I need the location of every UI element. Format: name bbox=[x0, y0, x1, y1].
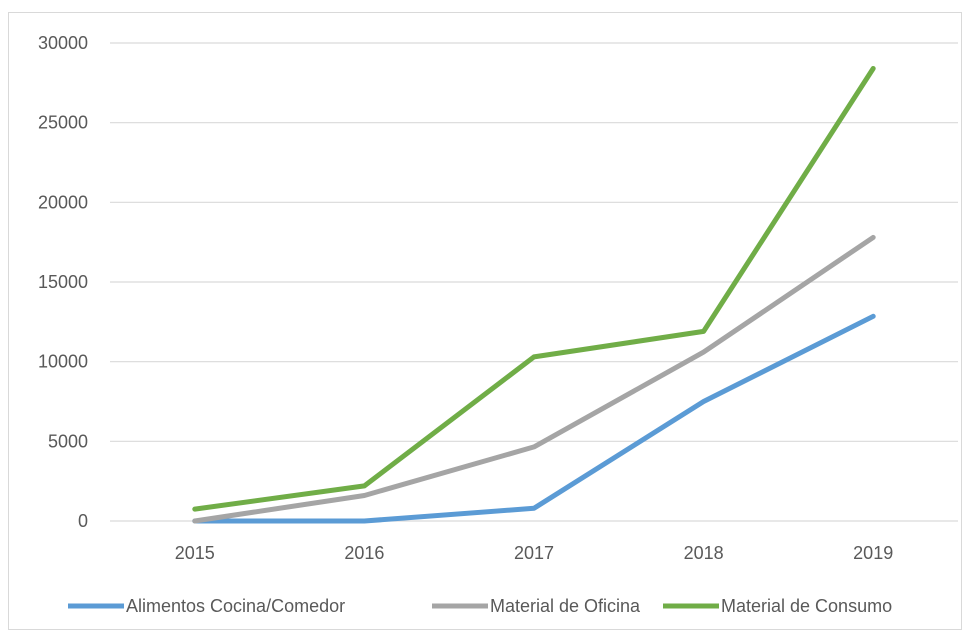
x-tick-label: 2017 bbox=[514, 543, 554, 563]
y-tick-label: 10000 bbox=[38, 352, 88, 372]
series-line bbox=[192, 234, 876, 524]
x-tick-label: 2018 bbox=[684, 543, 724, 563]
legend-item: Alimentos Cocina/Comedor bbox=[68, 596, 345, 616]
legend-label: Material de Consumo bbox=[721, 596, 892, 616]
y-tick-label: 15000 bbox=[38, 272, 88, 292]
legend-item: Material de Oficina bbox=[432, 596, 641, 616]
series-line bbox=[192, 313, 876, 524]
chart-frame bbox=[8, 12, 962, 630]
legend-item: Material de Consumo bbox=[663, 596, 892, 616]
y-tick-label: 5000 bbox=[48, 431, 88, 451]
x-tick-label: 2015 bbox=[175, 543, 215, 563]
y-tick-label: 25000 bbox=[38, 113, 88, 133]
y-axis-tick-labels: 0 5000 10000 15000 20000 25000 30000 bbox=[38, 33, 88, 531]
x-tick-label: 2016 bbox=[344, 543, 384, 563]
y-tick-label: 20000 bbox=[38, 192, 88, 212]
x-axis-tick-labels: 2015 2016 2017 2018 2019 bbox=[175, 543, 893, 563]
series-lines bbox=[192, 66, 876, 524]
y-tick-label: 0 bbox=[78, 511, 88, 531]
y-tick-label: 30000 bbox=[38, 33, 88, 53]
series-line bbox=[192, 66, 876, 512]
legend: Alimentos Cocina/Comedor Material de Ofic… bbox=[68, 596, 892, 616]
legend-label: Alimentos Cocina/Comedor bbox=[126, 596, 345, 616]
legend-label: Material de Oficina bbox=[490, 596, 641, 616]
x-tick-label: 2019 bbox=[853, 543, 893, 563]
